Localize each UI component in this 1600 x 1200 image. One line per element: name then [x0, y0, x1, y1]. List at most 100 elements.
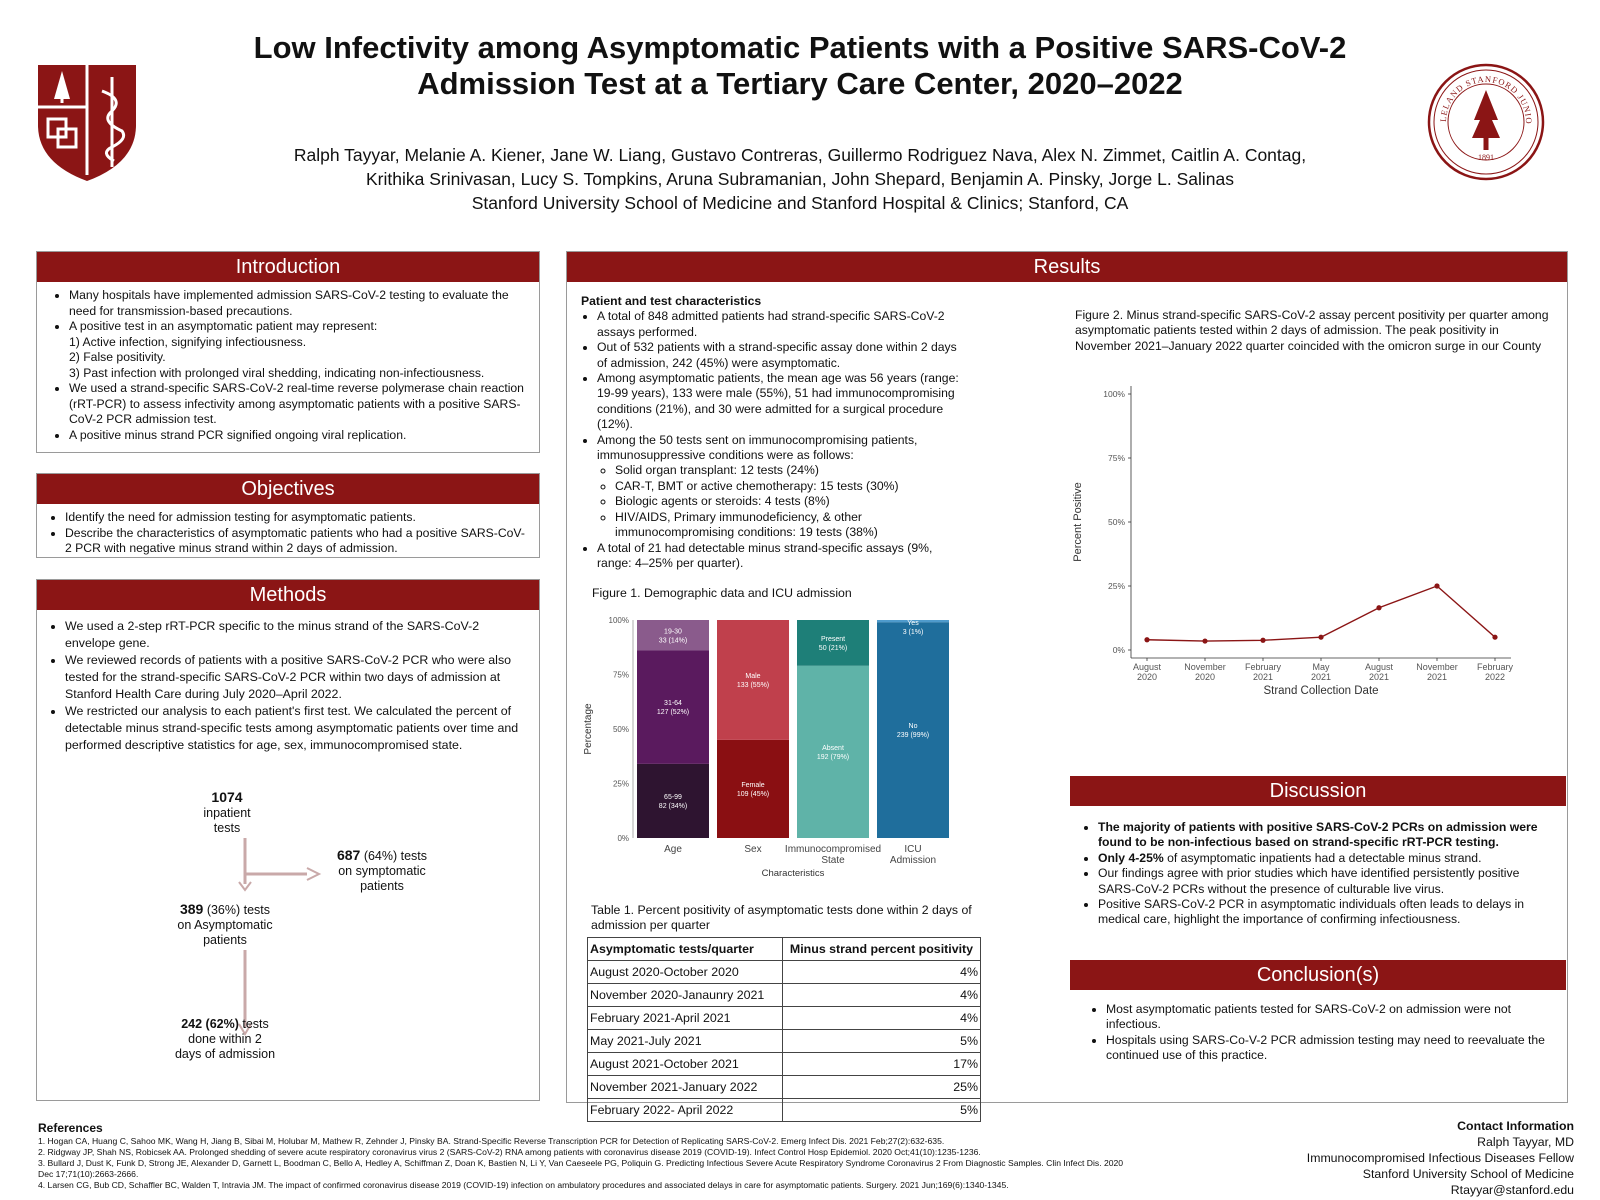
segment-value-label: 82 (34%)	[659, 803, 687, 810]
x-tick-label: February	[1477, 662, 1514, 672]
introduction-panel: Introduction Many hospitals have impleme…	[36, 251, 540, 453]
stanford-medicine-shield-logo	[36, 63, 138, 183]
segment-value-label: 33 (14%)	[659, 637, 687, 644]
methods-bullet: We reviewed records of patients with a p…	[65, 652, 527, 703]
x-tick-label: 2022	[1485, 672, 1505, 682]
references: References 1. Hogan CA, Huang C, Sahoo M…	[38, 1121, 1138, 1191]
contact-name: Ralph Tayyar, MD	[1250, 1134, 1574, 1150]
results-heading: Results	[567, 252, 1567, 282]
x-tick-label: November	[1184, 662, 1226, 672]
intro-bullet: Many hospitals have implemented admissio…	[69, 288, 527, 319]
intro-subitem: 2) False positivity.	[69, 350, 166, 364]
y-tick-label: 50%	[1108, 517, 1125, 527]
methods-panel: Methods We used a 2-step rRT-PCR specifi…	[36, 579, 540, 1101]
x-tick-label: 2021	[1369, 672, 1389, 682]
x-tick-label: State	[821, 855, 845, 866]
figure-1-caption: Figure 1. Demographic data and ICU admis…	[592, 586, 852, 600]
figure-2-caption: Figure 2. Minus strand-specific SARS-CoV…	[1075, 308, 1555, 354]
intro-subitem: 1) Active infection, signifying infectio…	[69, 335, 306, 349]
data-point	[1318, 635, 1323, 640]
methods-bullet: We restricted our analysis to each patie…	[65, 703, 527, 754]
y-tick-label: 100%	[1103, 389, 1125, 399]
reference-item: 3. Bullard J, Dust K, Funk D, Strong JE,…	[38, 1158, 1138, 1180]
x-tick-label: 2020	[1137, 672, 1157, 682]
x-axis-label: Strand Collection Date	[1263, 685, 1378, 697]
methods-heading: Methods	[37, 580, 539, 610]
segment-label: Absent	[822, 745, 844, 752]
segment-value-label: 127 (52%)	[657, 709, 689, 716]
segment-value-label: 239 (99%)	[897, 732, 929, 739]
intro-subitem: 3) Past infection with prolonged viral s…	[69, 366, 484, 380]
table-header: Minus strand percent positivity	[783, 938, 981, 961]
results-subbullet: HIV/AIDS, Primary immunodeficiency, & ot…	[615, 510, 961, 541]
x-tick-label: August	[1133, 662, 1162, 672]
contact-role: Immunocompromised Infectious Diseases Fe…	[1250, 1150, 1574, 1166]
segment-label: Yes	[907, 620, 919, 627]
contact-heading: Contact Information	[1250, 1118, 1574, 1134]
segment-value-label: 133 (55%)	[737, 682, 769, 689]
results-bullet: Out of 532 patients with a strand-specif…	[597, 340, 961, 371]
intro-bullet: We used a strand-specific SARS-CoV-2 rea…	[69, 381, 527, 428]
contact-email[interactable]: Rtayyar@stanford.edu	[1250, 1182, 1574, 1198]
x-tick-label: Age	[664, 844, 682, 855]
results-subheading: Patient and test characteristics	[581, 294, 961, 309]
y-tick-label: 0%	[617, 834, 629, 843]
segment-label: 19-30	[664, 628, 682, 635]
table-row: August 2020-October 2020 4%	[588, 961, 981, 984]
segment-label: Male	[745, 673, 760, 680]
intro-bullet: A positive test in an asymptomatic patie…	[69, 319, 527, 381]
discussion-bullet: Positive SARS-CoV-2 PCR in asymptomatic …	[1098, 897, 1554, 928]
x-tick-label: Admission	[890, 855, 936, 866]
segment-label: No	[909, 723, 918, 730]
y-tick-label: 25%	[613, 780, 629, 789]
x-tick-label: 2020	[1195, 672, 1215, 682]
table-1: Asymptomatic tests/quarter Minus strand …	[587, 937, 981, 1122]
flow-node-symptomatic: 687 (64%) tests on symptomatic patients	[322, 848, 442, 894]
conclusion-bullet: Most asymptomatic patients tested for SA…	[1106, 1002, 1554, 1033]
y-tick-label: 25%	[1108, 581, 1125, 591]
figure-2-line-chart: 0%25%50%75%100%Percent PositiveAugust202…	[1065, 372, 1535, 732]
data-point	[1434, 583, 1439, 588]
table-row: November 2021-January 2022 25%	[588, 1076, 981, 1099]
table-row: February 2021-April 2021 4%	[588, 1007, 981, 1030]
segment-label: Present	[821, 636, 845, 643]
table-header: Asymptomatic tests/quarter	[588, 938, 783, 961]
y-axis-label: Percent Positive	[1072, 482, 1084, 561]
table-row: February 2022- April 2022 5%	[588, 1099, 981, 1122]
y-axis-label: Percentage	[583, 703, 594, 755]
y-tick-label: 75%	[1108, 453, 1125, 463]
data-point	[1376, 605, 1381, 610]
series-line	[1147, 586, 1495, 641]
x-tick-label: 2021	[1427, 672, 1447, 682]
segment-value-label: 192 (79%)	[817, 754, 849, 761]
reference-item: 1. Hogan CA, Huang C, Sahoo MK, Wang H, …	[38, 1136, 1138, 1147]
conclusion-panel: Conclusion(s) Most asymptomatic patients…	[1070, 960, 1566, 1070]
authors-line-2: Krithika Srinivasan, Lucy S. Tompkins, A…	[200, 167, 1400, 191]
introduction-heading: Introduction	[37, 252, 539, 282]
flow-node-asymptomatic: 389 (36%) tests on Asymptomatic patients	[155, 902, 295, 948]
x-tick-label: Immunocompromised	[785, 844, 881, 855]
reference-item: 4. Larsen CG, Bub CD, Schaffler BC, Wald…	[38, 1180, 1138, 1191]
objectives-heading: Objectives	[37, 474, 539, 504]
x-axis-label: Characteristics	[762, 868, 825, 879]
table-row: November 2020-Janaunry 2021 4%	[588, 984, 981, 1007]
authors-line-1: Ralph Tayyar, Melanie A. Kiener, Jane W.…	[200, 143, 1400, 167]
y-tick-label: 0%	[1113, 645, 1126, 655]
discussion-heading: Discussion	[1070, 776, 1566, 806]
y-tick-label: 75%	[613, 671, 629, 680]
intro-bullet: A positive minus strand PCR signified on…	[69, 428, 527, 444]
contact-org: Stanford University School of Medicine	[1250, 1166, 1574, 1182]
results-subbullet: Biologic agents or steroids: 4 tests (8%…	[615, 494, 961, 509]
reference-item: 2. Ridgway JP, Shah NS, Robicsek AA. Pro…	[38, 1147, 1138, 1158]
segment-value-label: 50 (21%)	[819, 645, 847, 652]
results-subbullet: Solid organ transplant: 12 tests (24%)	[615, 463, 961, 478]
x-tick-label: ICU	[904, 844, 921, 855]
title-line-2: Admission Test at a Tertiary Care Center…	[180, 66, 1420, 102]
author-block: Ralph Tayyar, Melanie A. Kiener, Jane W.…	[200, 143, 1400, 215]
methods-bullet: We used a 2-step rRT-PCR specific to the…	[65, 618, 527, 652]
results-subbullet: CAR-T, BMT or active chemotherapy: 15 te…	[615, 479, 961, 494]
data-point	[1492, 635, 1497, 640]
discussion-panel: Discussion The majority of patients with…	[1070, 776, 1566, 932]
y-tick-label: 50%	[613, 725, 629, 734]
results-bullet: Among asymptomatic patients, the mean ag…	[597, 371, 961, 433]
